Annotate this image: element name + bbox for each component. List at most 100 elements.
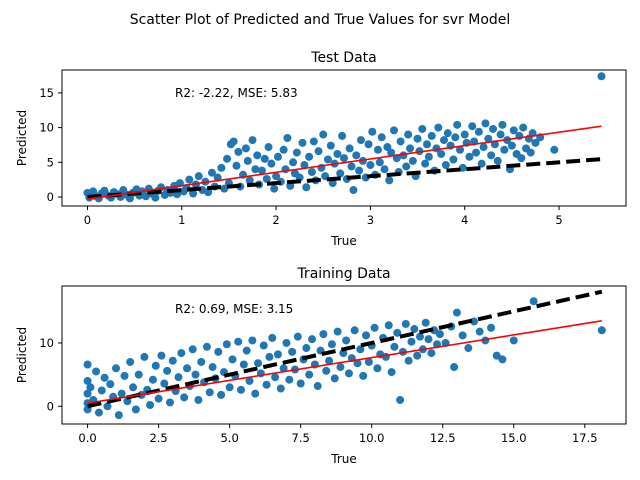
test-data-point bbox=[260, 154, 269, 163]
training-data-point bbox=[86, 383, 95, 392]
training-data-point bbox=[288, 347, 297, 356]
training-data-point bbox=[123, 397, 132, 406]
test-data-point bbox=[368, 127, 377, 136]
training-data-point bbox=[180, 393, 189, 402]
test-data-point bbox=[519, 123, 528, 132]
training-data-point bbox=[350, 326, 359, 335]
training-data-xtick-label: 10.0 bbox=[359, 431, 385, 445]
training-data-point bbox=[342, 336, 351, 345]
training-data-xlabel: True bbox=[330, 452, 357, 466]
test-data-point bbox=[373, 145, 382, 154]
test-data-panel: Test Data 0 1 2 3 4 5 0 5 10 15 R2: -2.22, MSE: 5… bbox=[15, 50, 627, 248]
test-data-ytick-label: 15 bbox=[39, 86, 54, 100]
test-data-point bbox=[204, 188, 213, 197]
test-data-point bbox=[336, 169, 345, 178]
training-data-point bbox=[336, 363, 345, 372]
training-data-annotation: R2: 0.69, MSE: 3.15 bbox=[175, 302, 293, 316]
training-data-point bbox=[296, 379, 305, 388]
test-data-point bbox=[248, 136, 257, 145]
training-data-point bbox=[163, 366, 172, 375]
test-data-lines bbox=[87, 125, 602, 200]
test-data-point bbox=[185, 175, 194, 184]
test-data-ylabel: Predicted bbox=[15, 110, 29, 166]
training-data-title: Training Data bbox=[296, 266, 390, 282]
test-data-point bbox=[356, 136, 365, 145]
training-data-point bbox=[381, 352, 390, 361]
training-data-point bbox=[248, 336, 257, 345]
test-data-point bbox=[328, 179, 337, 188]
training-data-point bbox=[188, 345, 197, 354]
test-data-point bbox=[220, 184, 229, 193]
training-data-point bbox=[452, 308, 461, 317]
training-data-point bbox=[421, 318, 430, 327]
test-data-xtick-label: 5 bbox=[555, 213, 562, 227]
test-data-point bbox=[229, 137, 238, 146]
training-data-panel: Training Data 0.0 2.5 5.0 7.5 10.0 12.5 15.0 17… bbox=[15, 266, 627, 466]
training-data-point bbox=[217, 390, 226, 399]
training-data-point bbox=[160, 379, 169, 388]
training-data-point bbox=[97, 386, 106, 395]
training-data-point bbox=[450, 363, 459, 372]
test-data-point bbox=[441, 161, 450, 170]
test-data-point bbox=[326, 141, 335, 150]
test-data-point bbox=[451, 133, 460, 142]
training-data-point bbox=[194, 395, 203, 404]
training-data-point bbox=[410, 325, 419, 334]
training-data-point bbox=[353, 359, 362, 368]
training-data-point bbox=[259, 341, 268, 350]
training-data-point bbox=[134, 370, 143, 379]
training-data-point bbox=[384, 321, 393, 330]
test-data-point bbox=[507, 141, 516, 150]
test-data-point bbox=[443, 129, 452, 138]
training-data-point bbox=[373, 364, 382, 373]
training-data-ytick-label: 10 bbox=[39, 336, 54, 350]
test-data-point bbox=[355, 166, 364, 175]
training-data-point bbox=[359, 371, 368, 380]
test-data-point bbox=[449, 155, 458, 164]
test-data-point bbox=[340, 154, 348, 163]
training-data-point bbox=[325, 356, 334, 365]
training-data-xtick-label: 12.5 bbox=[430, 431, 456, 445]
training-data-point bbox=[120, 371, 129, 380]
training-data-point bbox=[364, 357, 373, 366]
training-data-point bbox=[305, 370, 314, 379]
training-data-point bbox=[174, 373, 183, 382]
training-data-point bbox=[401, 319, 410, 328]
test-data-point bbox=[241, 144, 250, 153]
training-data-point bbox=[356, 345, 365, 354]
training-data-point bbox=[387, 368, 396, 377]
training-data-point bbox=[529, 297, 538, 306]
training-data-point bbox=[168, 356, 177, 365]
test-data-axes-frame bbox=[61, 69, 627, 207]
training-data-point bbox=[362, 331, 371, 340]
test-data-point bbox=[439, 136, 448, 145]
test-data-point bbox=[345, 144, 354, 153]
test-data-point bbox=[496, 130, 505, 139]
test-data-point bbox=[323, 155, 332, 164]
test-data-point bbox=[487, 151, 496, 160]
training-data-point bbox=[154, 394, 163, 403]
training-data-fit-line bbox=[87, 320, 602, 404]
test-data-point bbox=[389, 126, 398, 135]
test-data-point bbox=[377, 133, 386, 142]
training-data-point bbox=[148, 375, 157, 384]
test-data-point bbox=[481, 119, 490, 128]
training-data-point bbox=[487, 323, 496, 332]
test-data-point bbox=[375, 158, 384, 167]
test-data-point bbox=[402, 162, 411, 171]
test-data-point bbox=[415, 147, 424, 156]
test-data-xtick-label: 3 bbox=[367, 213, 374, 227]
training-data-point bbox=[370, 323, 379, 332]
test-data-point bbox=[283, 134, 292, 142]
training-data-point bbox=[251, 389, 260, 398]
training-data-xtick-label: 7.5 bbox=[292, 431, 310, 445]
training-data-point bbox=[313, 382, 322, 391]
test-data-point bbox=[489, 124, 498, 133]
test-data-ytick-label: 5 bbox=[47, 155, 54, 169]
test-data-points bbox=[83, 72, 606, 203]
test-data-point bbox=[151, 193, 160, 202]
training-data-ytick-label: 0 bbox=[47, 399, 54, 413]
training-data-point bbox=[111, 364, 120, 373]
training-data-point bbox=[475, 327, 484, 336]
